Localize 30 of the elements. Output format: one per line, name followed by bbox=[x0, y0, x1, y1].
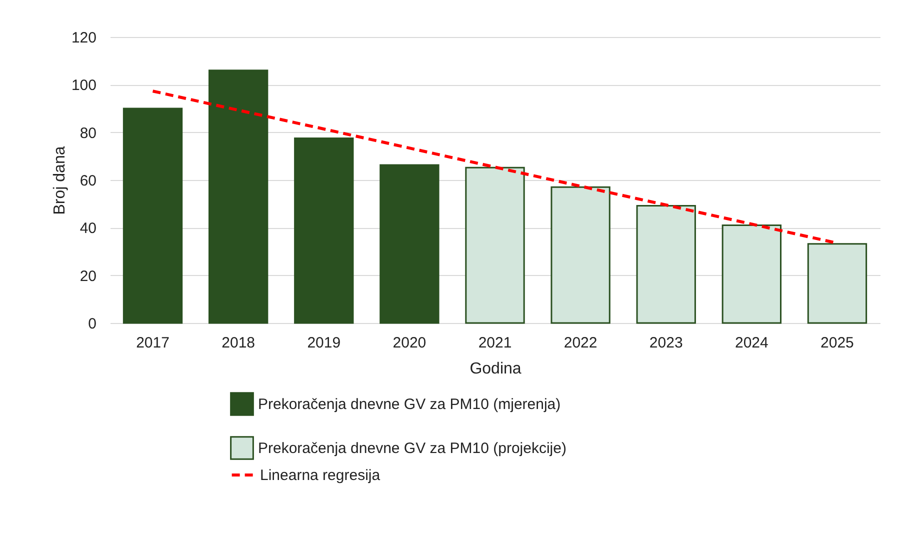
legend-label: Prekoračenja dnevne GV za PM10 (projekcije) bbox=[258, 440, 566, 457]
x-tick-label: 2023 bbox=[649, 334, 683, 352]
legend-label: Prekoračenja dnevne GV za PM10 (mjerenja) bbox=[258, 396, 561, 413]
bar bbox=[807, 243, 868, 324]
bar bbox=[380, 164, 440, 324]
y-tick-label: 120 bbox=[71, 30, 96, 46]
y-tick-label: 20 bbox=[80, 268, 96, 285]
y-tick-label: 0 bbox=[88, 316, 96, 332]
x-tick-label: 2018 bbox=[222, 334, 256, 352]
x-tick-label: 2022 bbox=[564, 334, 598, 352]
x-tick-label: 2020 bbox=[392, 334, 426, 352]
bar bbox=[465, 166, 525, 324]
legend-label: Linearna regresija bbox=[260, 467, 381, 484]
x-tick-label: 2024 bbox=[734, 334, 768, 352]
x-axis-title: Godina bbox=[470, 360, 522, 378]
y-tick-label: 100 bbox=[71, 77, 96, 94]
bar bbox=[294, 138, 354, 324]
bar bbox=[122, 108, 183, 324]
bar bbox=[722, 224, 782, 324]
x-tick-label: 2019 bbox=[307, 334, 341, 352]
x-tick-label: 2017 bbox=[136, 334, 170, 352]
y-axis-title: Broj dana bbox=[51, 146, 68, 215]
x-tick-label: 2025 bbox=[820, 334, 854, 352]
y-tick-label: 40 bbox=[80, 220, 96, 238]
y-tick-label: 60 bbox=[80, 172, 96, 190]
y-tick-label: 80 bbox=[80, 124, 96, 142]
x-tick-label: 2021 bbox=[478, 334, 512, 352]
bar bbox=[636, 204, 696, 324]
bar bbox=[208, 70, 268, 324]
bar bbox=[550, 186, 610, 324]
